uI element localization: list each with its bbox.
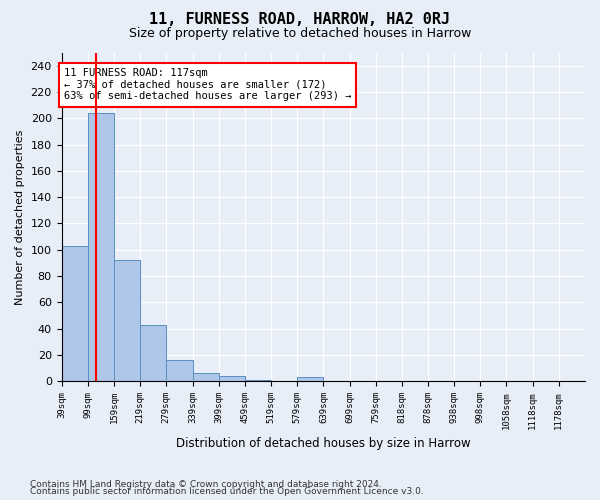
Bar	[88, 113, 114, 382]
Bar	[193, 374, 219, 382]
X-axis label: Distribution of detached houses by size in Harrow: Distribution of detached houses by size …	[176, 437, 470, 450]
Bar	[219, 376, 245, 382]
Text: 11 FURNESS ROAD: 117sqm
← 37% of detached houses are smaller (172)
63% of semi-d: 11 FURNESS ROAD: 117sqm ← 37% of detache…	[64, 68, 351, 102]
Text: Contains public sector information licensed under the Open Government Licence v3: Contains public sector information licen…	[30, 488, 424, 496]
Text: 11, FURNESS ROAD, HARROW, HA2 0RJ: 11, FURNESS ROAD, HARROW, HA2 0RJ	[149, 12, 451, 28]
Bar	[297, 378, 323, 382]
Text: Size of property relative to detached houses in Harrow: Size of property relative to detached ho…	[129, 28, 471, 40]
Bar	[245, 380, 271, 382]
Bar	[140, 325, 166, 382]
Bar	[114, 260, 140, 382]
Text: Contains HM Land Registry data © Crown copyright and database right 2024.: Contains HM Land Registry data © Crown c…	[30, 480, 382, 489]
Bar	[62, 246, 88, 382]
Bar	[166, 360, 193, 382]
Y-axis label: Number of detached properties: Number of detached properties	[15, 129, 25, 304]
